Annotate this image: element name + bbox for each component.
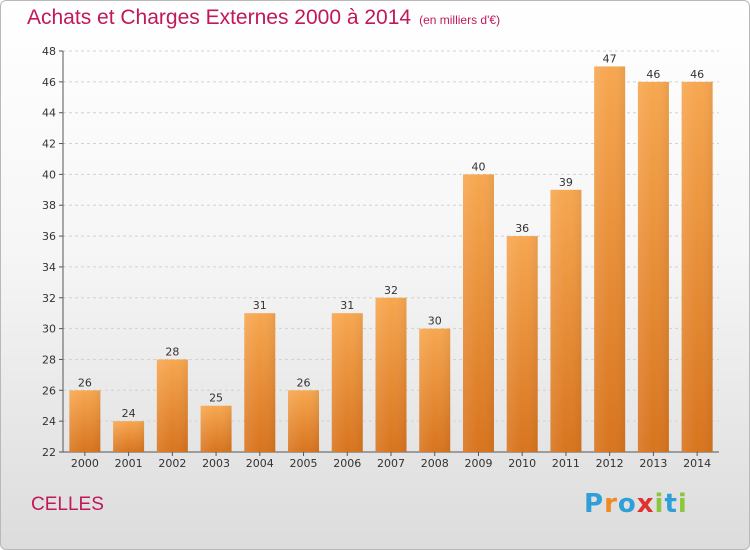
x-tick-label: 2012 — [596, 457, 624, 470]
logo-letter: r — [604, 489, 618, 519]
x-tick-label: 2014 — [683, 457, 711, 470]
y-tick-label: 48 — [42, 45, 56, 58]
bar-shading — [462, 174, 494, 452]
y-tick-label: 30 — [42, 323, 56, 336]
y-tick-label: 38 — [42, 199, 56, 212]
data-label: 36 — [515, 222, 529, 235]
bar-shading — [200, 405, 232, 452]
bar-shading — [288, 390, 320, 452]
x-tick-label: 2008 — [421, 457, 449, 470]
data-label: 28 — [165, 345, 179, 358]
y-tick-label: 26 — [42, 384, 56, 397]
data-label: 40 — [471, 160, 485, 173]
bar-shading — [681, 81, 713, 452]
logo-letter: o — [617, 489, 637, 519]
logo-letter: i — [677, 489, 688, 519]
x-tick-label: 2001 — [115, 457, 143, 470]
x-tick-label: 2010 — [508, 457, 536, 470]
y-tick-label: 34 — [42, 261, 56, 274]
logo-letter: t — [664, 489, 678, 519]
y-tick-label: 24 — [42, 415, 56, 428]
data-label: 46 — [646, 68, 660, 81]
data-labels: 26 24 28 25 31 26 31 32 30 40 36 39 47 46 46 — [78, 52, 704, 420]
bar-shading — [244, 313, 276, 452]
bar-shading — [113, 421, 145, 452]
y-tick-label: 44 — [42, 107, 56, 120]
data-label: 30 — [428, 315, 442, 328]
data-label: 26 — [78, 376, 92, 389]
title-text: Achats et Charges Externes 2000 à 2014 — [27, 6, 412, 29]
commune-name: CELLES — [31, 494, 104, 515]
x-tick-label: 2011 — [552, 457, 580, 470]
data-label: 39 — [559, 176, 573, 189]
data-label: 32 — [384, 284, 398, 297]
x-tick-label: 2013 — [639, 457, 667, 470]
y-tick-label: 42 — [42, 138, 56, 151]
chart-title: Achats et Charges Externes 2000 à 2014 (e… — [27, 6, 500, 30]
bar-shading — [637, 81, 669, 452]
data-label: 31 — [253, 299, 267, 312]
data-label: 47 — [603, 52, 617, 65]
bars — [69, 66, 713, 453]
bar-shading — [419, 328, 451, 452]
logo-letter: P — [584, 489, 605, 519]
data-label: 24 — [122, 407, 136, 420]
y-tick-label: 40 — [42, 168, 56, 181]
x-tick-label: 2009 — [464, 457, 492, 470]
x-tick-label: 2000 — [71, 457, 99, 470]
y-tick-label: 32 — [42, 292, 56, 305]
y-tick-label: 22 — [42, 446, 56, 459]
x-tick-label: 2003 — [202, 457, 230, 470]
x-tick-label: 2002 — [158, 457, 186, 470]
data-label: 26 — [297, 376, 311, 389]
y-tick-label: 28 — [42, 353, 56, 366]
bar-shading — [69, 390, 101, 452]
bar-shading — [331, 313, 363, 452]
data-label: 31 — [340, 299, 354, 312]
bar-shading — [550, 189, 582, 453]
x-tick-label: 2005 — [290, 457, 318, 470]
bar-shading — [375, 297, 407, 452]
bar-shading — [506, 236, 538, 452]
x-tick-label: 2006 — [333, 457, 361, 470]
logo-letter: i — [654, 489, 665, 519]
y-tick-label: 36 — [42, 230, 56, 243]
y-tick-label: 46 — [42, 76, 56, 89]
proxiti-logo[interactable]: Proxiti — [584, 489, 688, 519]
data-label: 25 — [209, 392, 223, 405]
bar-shading — [594, 66, 626, 452]
logo-letter: x — [636, 489, 655, 519]
title-unit: (en milliers d'€) — [419, 13, 501, 27]
x-tick-label: 2004 — [246, 457, 274, 470]
x-tick-label: 2007 — [377, 457, 405, 470]
bar-shading — [156, 359, 188, 452]
axes: 22 24 26 28 30 32 34 36 38 40 42 44 46 48 2000 2001 2002… — [42, 45, 719, 470]
data-label: 46 — [690, 68, 704, 81]
